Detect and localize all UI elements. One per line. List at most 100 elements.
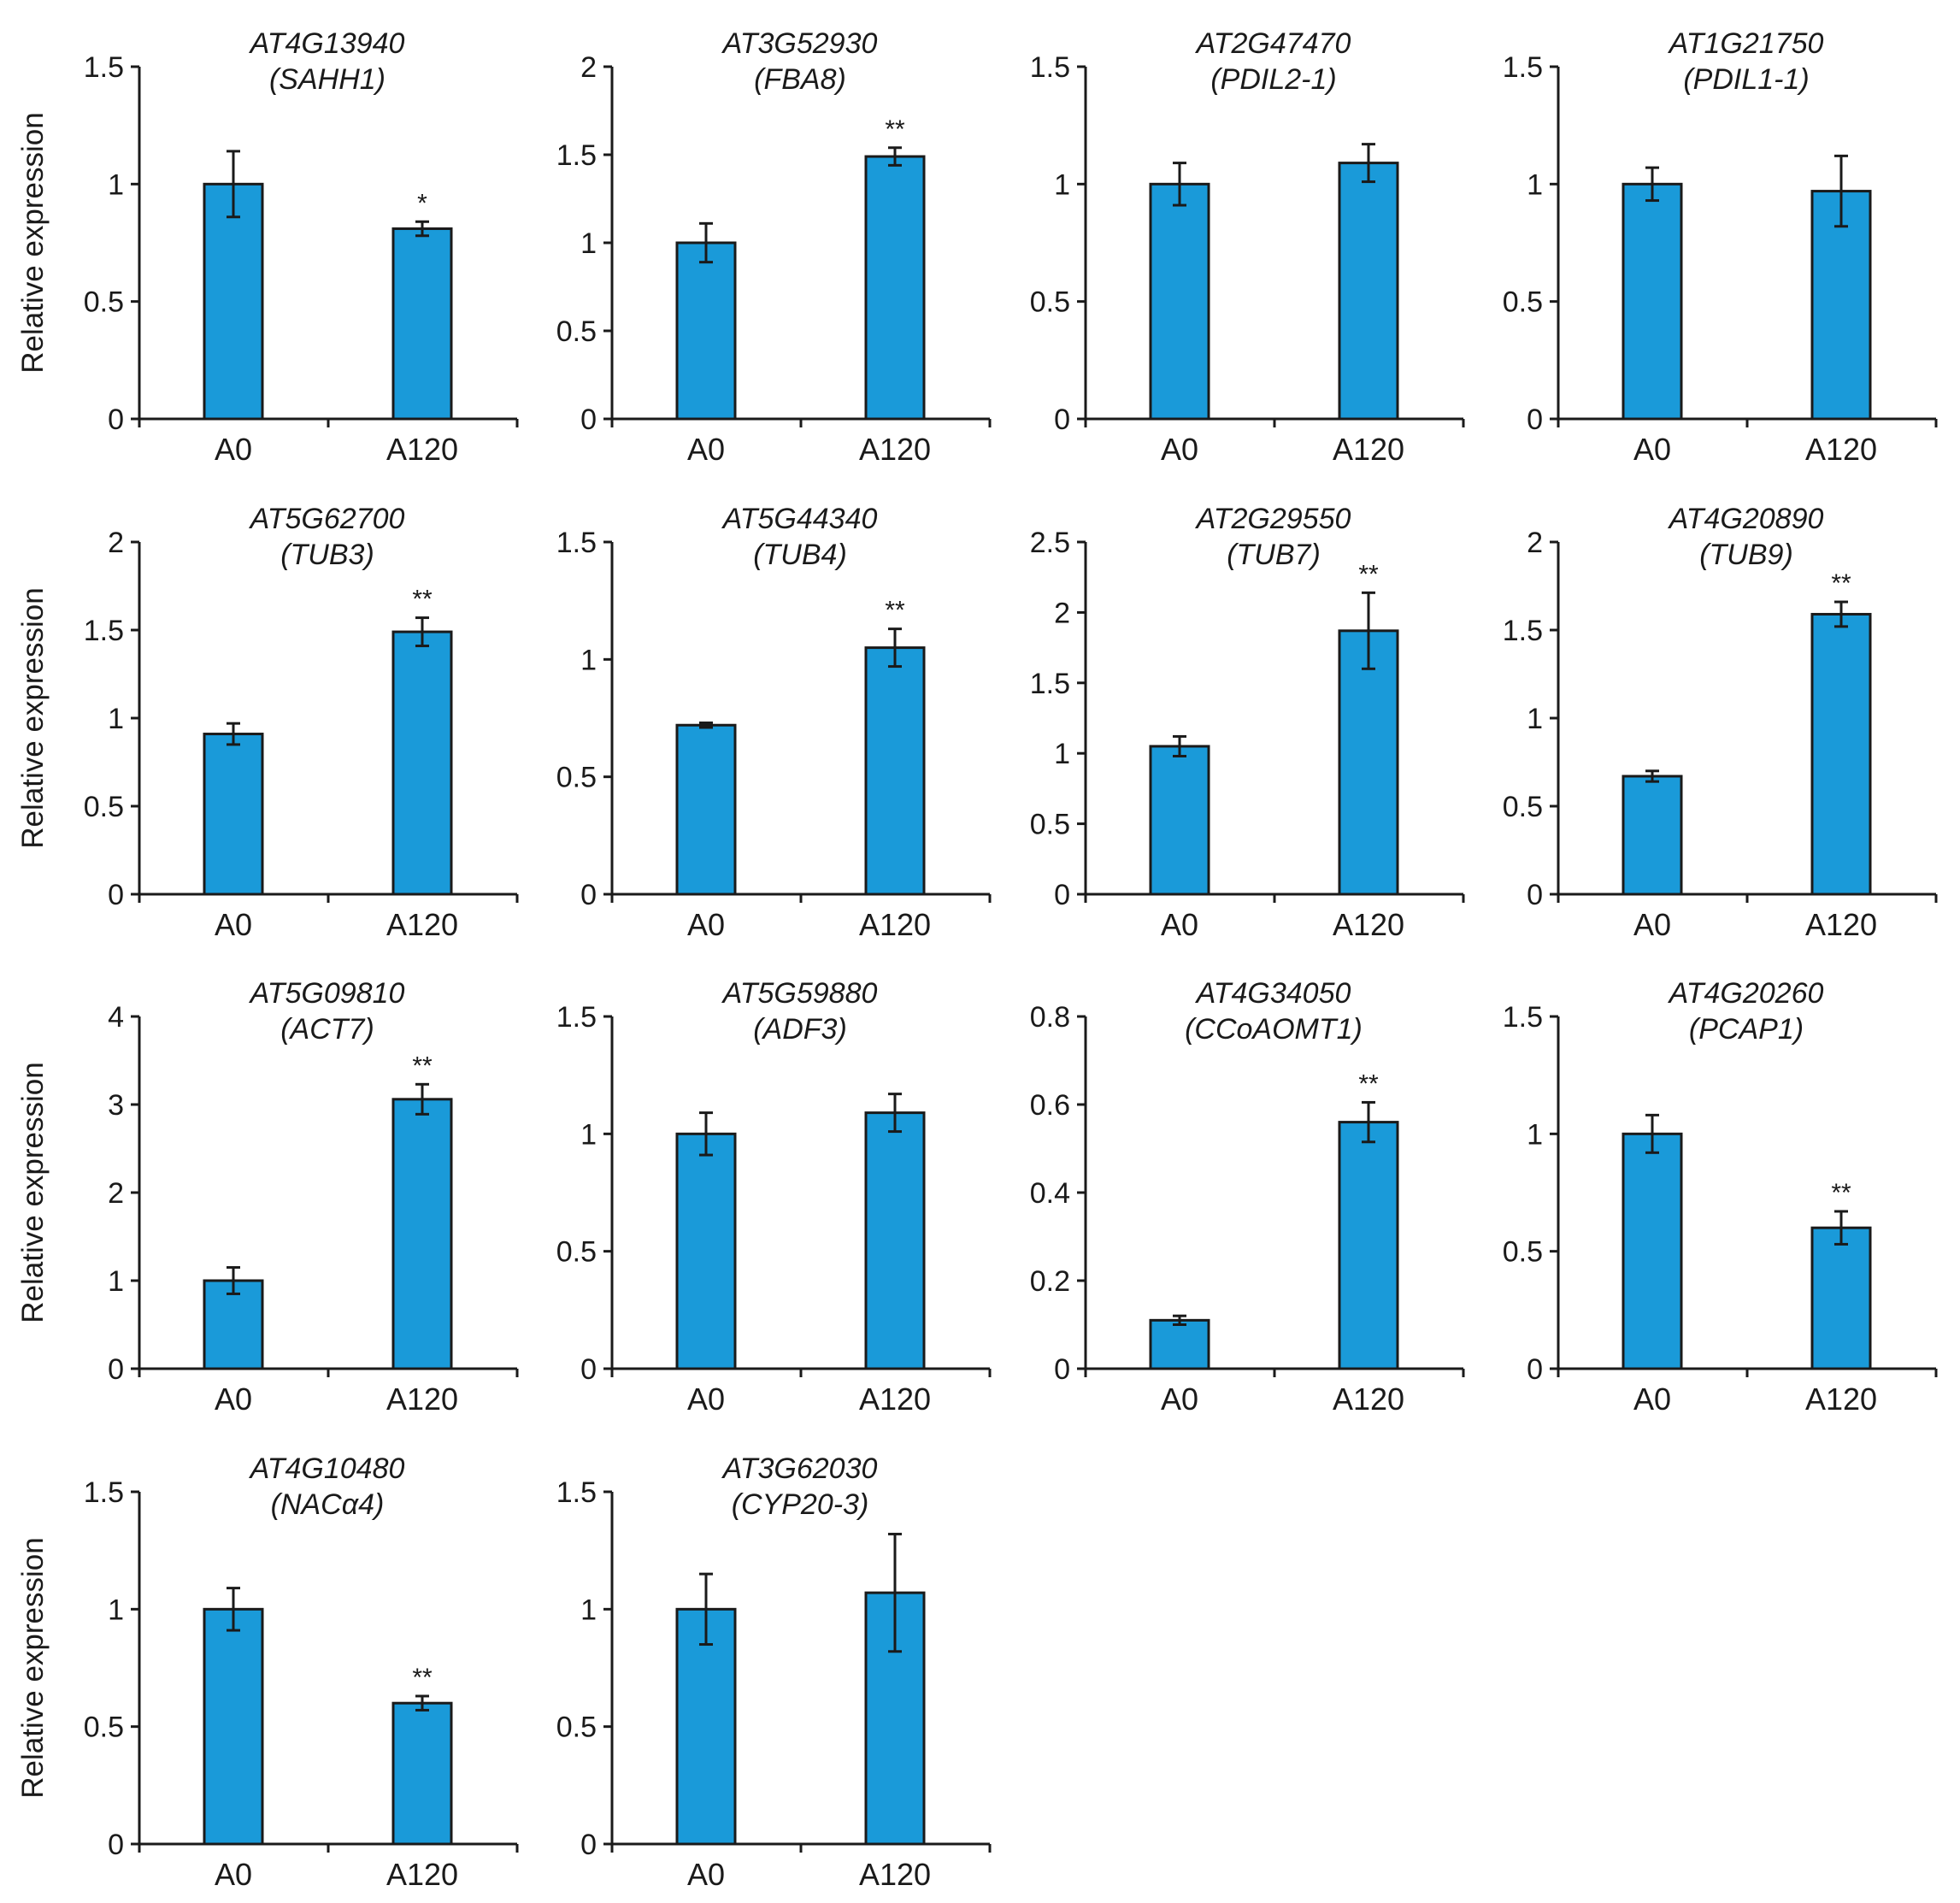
y-tick-label: 1.5 [1503, 615, 1543, 647]
chart-panel: AT5G44340 (TUB4) 0 0.5 1 1.5 A0 ** A120 [556, 503, 992, 942]
y-axis-label: Relative expression [16, 112, 50, 373]
bar-a0 [1149, 182, 1210, 421]
chart-panel: AT3G52930(FBA8) 0 0.5 1 1.5 2 A0 ** A120 [556, 27, 992, 467]
chart-subtitle: (FBA8) [754, 63, 846, 96]
x-tick-label: A0 [687, 1857, 725, 1892]
y-tick-label: 1 [1527, 1118, 1543, 1151]
y-tick-label: 0 [108, 879, 124, 911]
y-axis-label: Relative expression [16, 587, 50, 848]
x-tick-label: A0 [215, 907, 252, 942]
y-tick-label: 1 [108, 1594, 124, 1626]
chart-title: AT4G20260 [1668, 977, 1824, 1010]
y-tick-label: 0.5 [556, 762, 597, 794]
x-tick-label: A0 [1161, 432, 1198, 467]
y-tick-label: 0.6 [1030, 1089, 1070, 1122]
y-tick-label: 0 [108, 404, 124, 436]
x-tick-label: A120 [1805, 432, 1877, 467]
y-axis-label: Relative expression [16, 1062, 50, 1323]
significance-marker: ** [885, 115, 905, 144]
significance-marker: ** [412, 586, 433, 614]
y-tick-label: 0 [580, 879, 597, 911]
y-tick-label: 0 [1054, 1353, 1070, 1386]
chart-panel: AT5G59880(ADF3) 0 0.5 1 1.5 A0 A120 [556, 977, 992, 1417]
chart-panel: AT1G21750(PDIL1-1) 0 0.5 1 1.5 A0 A120 [1503, 27, 1938, 467]
chart-panel: AT4G10480(NACα4) Relative expression 0 0.5 1… [16, 1452, 519, 1892]
chart-subtitle: (TUB9) [1699, 539, 1793, 571]
y-tick-label: 1 [108, 1265, 124, 1298]
x-tick-label: A120 [859, 1382, 931, 1417]
chart-panel: AT4G34050(CCoAOMT1) 0 0.2 0.4 0.6 0.8 A0 ** A120 [1030, 977, 1465, 1417]
y-tick-label: 0 [1054, 879, 1070, 911]
chart-panel: AT5G62700 (TUB3) Relative expression 0 0.5 1 1… [16, 503, 519, 942]
chart-subtitle: (ACT7) [280, 1013, 374, 1046]
chart-title: AT5G59880 [721, 977, 878, 1010]
y-tick-label: 0 [580, 1353, 597, 1386]
y-tick-label: 1 [1527, 168, 1543, 201]
bar-a120 [864, 1111, 926, 1370]
bar-a0 [1622, 182, 1683, 421]
chart-panel: AT2G29550 (TUB7) 0 0.5 1 1.5 2 2.5 A0 ** A120 [1030, 503, 1465, 942]
y-tick-label: 0.8 [1030, 1001, 1070, 1034]
significance-marker: ** [1831, 1179, 1851, 1207]
bar-a0 [1149, 1318, 1210, 1370]
y-tick-label: 0.5 [84, 791, 124, 823]
y-tick-label: 2 [108, 527, 124, 559]
bar-a120 [391, 227, 453, 421]
bar-a120 [1810, 1226, 1872, 1370]
y-tick-label: 2 [108, 1177, 124, 1210]
y-tick-label: 1 [108, 703, 124, 735]
x-tick-label: A120 [1333, 432, 1404, 467]
chart-title: AT4G34050 [1195, 977, 1351, 1010]
chart-title: AT1G21750 [1668, 27, 1824, 60]
chart-subtitle: (TUB7) [1227, 539, 1321, 571]
y-tick-label: 0 [108, 1353, 124, 1386]
chart-subtitle: (CCoAOMT1) [1185, 1013, 1363, 1046]
x-tick-label: A0 [687, 907, 725, 942]
y-tick-label: 4 [108, 1001, 124, 1034]
bar-a120 [1810, 612, 1872, 896]
bar-a120 [1338, 629, 1399, 896]
y-tick-label: 0.2 [1030, 1265, 1070, 1298]
x-tick-label: A120 [859, 432, 931, 467]
chart-title: AT3G62030 [721, 1452, 878, 1485]
y-tick-label: 1 [580, 644, 597, 676]
y-tick-label: 0.5 [84, 1712, 124, 1744]
bar-a120 [864, 646, 926, 896]
y-tick-label: 0 [1527, 1353, 1543, 1386]
x-tick-label: A0 [215, 432, 252, 467]
bar-a0 [203, 1607, 264, 1846]
y-tick-label: 1.5 [556, 1001, 597, 1034]
y-tick-label: 1 [580, 227, 597, 260]
y-tick-label: 2.5 [1030, 527, 1070, 559]
chart-subtitle: (ADF3) [753, 1013, 847, 1046]
x-tick-label: A0 [687, 1382, 725, 1417]
bar-a0 [675, 1132, 737, 1370]
y-tick-label: 1.5 [556, 139, 597, 172]
y-tick-label: 1.5 [84, 615, 124, 647]
y-tick-label: 0 [1054, 404, 1070, 436]
chart-title: AT5G44340 [721, 503, 878, 535]
x-tick-label: A120 [859, 1857, 931, 1892]
y-tick-label: 0.5 [84, 286, 124, 319]
x-tick-label: A120 [859, 907, 931, 942]
bar-a120 [1810, 190, 1872, 421]
y-tick-label: 1.5 [1503, 1001, 1543, 1034]
y-tick-label: 0.5 [1503, 1236, 1543, 1269]
y-tick-label: 2 [1054, 597, 1070, 629]
bar-a0 [675, 241, 737, 421]
chart-panel: AT3G62030(CYP20-3) 0 0.5 1 1.5 A0 A120 [556, 1452, 992, 1892]
x-tick-label: A120 [1333, 1382, 1404, 1417]
chart-subtitle: (PCAP1) [1689, 1013, 1804, 1046]
y-tick-label: 0.5 [1503, 286, 1543, 319]
y-tick-label: 0 [1527, 404, 1543, 436]
y-tick-label: 2 [1527, 527, 1543, 559]
y-tick-label: 0 [108, 1829, 124, 1861]
significance-marker: ** [1358, 1069, 1379, 1098]
y-tick-label: 1 [108, 168, 124, 201]
chart-title: AT5G09810 [249, 977, 405, 1010]
x-tick-label: A0 [1633, 432, 1671, 467]
x-tick-label: A0 [1161, 1382, 1198, 1417]
bar-a120 [391, 1701, 453, 1846]
x-tick-label: A0 [1633, 907, 1671, 942]
x-tick-label: A0 [687, 432, 725, 467]
